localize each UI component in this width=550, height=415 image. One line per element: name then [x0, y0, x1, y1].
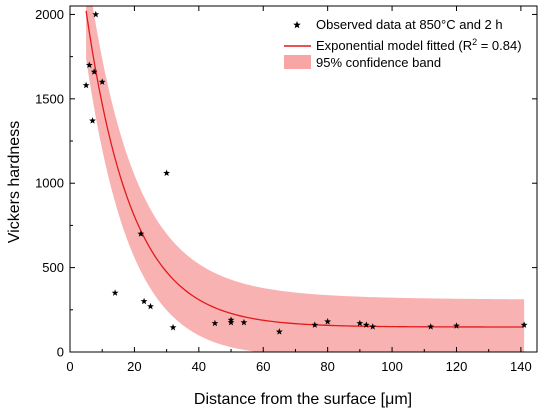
- x-tick-label: 120: [446, 359, 468, 374]
- y-tick-label: 0: [57, 345, 64, 360]
- data-point-22: [427, 323, 435, 330]
- x-tick-label: 40: [192, 359, 206, 374]
- x-tick-label: 0: [66, 359, 73, 374]
- data-point-5: [98, 78, 106, 85]
- y-tick-label: 1000: [35, 176, 64, 191]
- plot-frame: [69, 5, 538, 353]
- data-point-20: [362, 321, 370, 328]
- data-point-14: [227, 316, 235, 323]
- data-point-7: [137, 230, 145, 237]
- x-tick-label: 80: [320, 359, 334, 374]
- legend-label-observed: Observed data at 850°C and 2 h: [316, 17, 503, 32]
- x-tick-label: 140: [510, 359, 532, 374]
- data-point-21: [369, 323, 377, 330]
- data-point-19: [356, 319, 364, 327]
- data-point-6: [111, 289, 119, 296]
- data-point-24: [520, 321, 528, 328]
- legend-band-marker: [284, 55, 311, 69]
- data-point-10: [163, 169, 171, 177]
- data-point-9: [147, 302, 154, 310]
- data-point-23: [453, 322, 460, 329]
- data-point-2: [89, 117, 96, 124]
- legend-star-marker: [293, 21, 301, 29]
- data-point-0: [82, 81, 90, 89]
- confidence-band: [86, 6, 525, 352]
- data-point-8: [140, 297, 148, 305]
- x-axis-title: Distance from the surface [μm]: [194, 391, 412, 408]
- legend: Observed data at 850°C and 2 h Exponenti…: [284, 17, 522, 70]
- x-tick-label: 20: [127, 359, 141, 374]
- data-point-3: [90, 68, 98, 75]
- y-tick-label: 1500: [35, 91, 64, 106]
- data-point-18: [324, 318, 332, 325]
- y-tick-label: 2000: [35, 7, 64, 22]
- data-point-12: [211, 319, 219, 327]
- data-point-17: [311, 321, 319, 328]
- data-point-16: [275, 328, 283, 335]
- y-tick-label: 500: [42, 260, 64, 275]
- legend-sup: 2: [472, 37, 477, 47]
- data-point-11: [169, 323, 177, 331]
- data-point-15: [240, 318, 248, 326]
- data-point-4: [92, 10, 100, 18]
- data-point-13: [227, 318, 235, 326]
- legend-label-model: Exponential model fitted (R2 = 0.84): [316, 37, 522, 53]
- data-point-1: [85, 61, 93, 68]
- x-tick-label: 60: [256, 359, 270, 374]
- legend-label-band: 95% confidence band: [316, 55, 441, 70]
- x-tick-label: 100: [381, 359, 403, 374]
- y-axis-title: Vickers hardness: [6, 121, 23, 243]
- fitted-curve: [85, 10, 525, 328]
